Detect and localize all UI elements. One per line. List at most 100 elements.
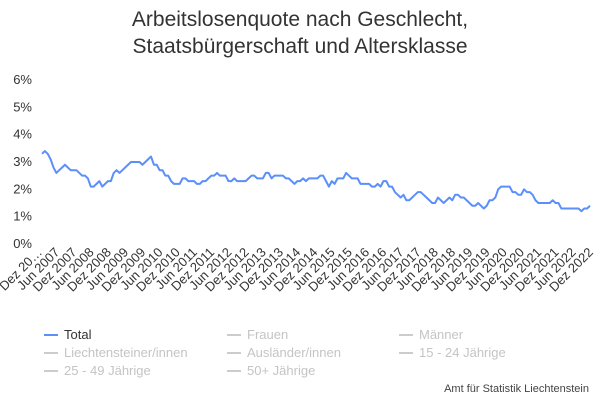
data-point bbox=[293, 183, 295, 185]
data-point bbox=[124, 166, 126, 168]
data-point bbox=[225, 175, 227, 177]
data-point bbox=[563, 207, 565, 209]
data-point bbox=[517, 194, 519, 196]
data-point bbox=[359, 183, 361, 185]
data-point bbox=[259, 177, 261, 179]
data-point bbox=[199, 183, 201, 185]
data-point bbox=[253, 175, 255, 177]
data-point bbox=[411, 197, 413, 199]
data-point bbox=[471, 205, 473, 207]
data-point bbox=[512, 191, 514, 193]
legend-label: 25 - 49 Jährige bbox=[64, 363, 151, 378]
data-point bbox=[107, 180, 109, 182]
data-point bbox=[227, 180, 229, 182]
data-point bbox=[219, 175, 221, 177]
data-point bbox=[121, 169, 123, 171]
chart-title-line-1: Arbeitslosenquote nach Geschlecht, bbox=[131, 8, 469, 31]
data-point bbox=[414, 194, 416, 196]
y-tick-label: 1% bbox=[13, 209, 32, 224]
data-point bbox=[371, 186, 373, 188]
legend-swatch bbox=[44, 351, 58, 354]
data-point bbox=[305, 180, 307, 182]
data-point bbox=[207, 177, 209, 179]
data-point bbox=[61, 166, 63, 168]
data-point bbox=[271, 177, 273, 179]
data-point bbox=[276, 175, 278, 177]
data-point bbox=[176, 183, 178, 185]
data-point bbox=[67, 166, 69, 168]
y-tick-label: 6% bbox=[13, 72, 32, 87]
data-point bbox=[162, 169, 164, 171]
legend-label: 50+ Jährige bbox=[247, 363, 316, 378]
data-point bbox=[248, 177, 250, 179]
data-point bbox=[457, 194, 459, 196]
y-tick-label: 4% bbox=[13, 127, 32, 142]
data-point bbox=[90, 186, 92, 188]
data-point bbox=[532, 194, 534, 196]
data-point bbox=[437, 197, 439, 199]
data-point bbox=[388, 186, 390, 188]
data-point bbox=[348, 175, 350, 177]
data-point bbox=[319, 175, 321, 177]
legend-item[interactable]: Männer bbox=[399, 327, 463, 342]
data-point bbox=[400, 197, 402, 199]
data-point bbox=[575, 207, 577, 209]
data-point bbox=[130, 161, 132, 163]
data-point bbox=[534, 199, 536, 201]
y-tick-label: 5% bbox=[13, 99, 32, 114]
legend-item[interactable]: Ausländer/innen bbox=[227, 345, 341, 360]
data-point bbox=[334, 183, 336, 185]
data-point bbox=[434, 202, 436, 204]
data-point bbox=[50, 158, 52, 160]
chart-title-line-2: Staatsbürgerschaft und Altersklasse bbox=[132, 35, 468, 58]
data-point bbox=[380, 186, 382, 188]
chart-title: Arbeitslosenquote nach Geschlecht, Staat… bbox=[0, 6, 600, 60]
legend-item[interactable]: 25 - 49 Jährige bbox=[44, 363, 151, 378]
data-point bbox=[443, 202, 445, 204]
data-point bbox=[546, 202, 548, 204]
legend-item[interactable]: 15 - 24 Jährige bbox=[399, 345, 506, 360]
data-point bbox=[552, 199, 554, 201]
data-point bbox=[549, 202, 551, 204]
data-point bbox=[291, 180, 293, 182]
data-point bbox=[159, 169, 161, 171]
data-point bbox=[81, 175, 83, 177]
data-point bbox=[339, 177, 341, 179]
legend-item[interactable]: 50+ Jährige bbox=[227, 363, 315, 378]
data-point bbox=[345, 172, 347, 174]
legend-swatch bbox=[227, 351, 241, 354]
legend-item[interactable]: Total bbox=[44, 327, 91, 342]
legend-item[interactable]: Frauen bbox=[227, 327, 288, 342]
data-point bbox=[446, 199, 448, 201]
legend-label: Ausländer/innen bbox=[247, 345, 341, 360]
data-point bbox=[268, 172, 270, 174]
data-point bbox=[302, 177, 304, 179]
data-point bbox=[139, 161, 141, 163]
data-point bbox=[491, 199, 493, 201]
data-point bbox=[560, 207, 562, 209]
data-point bbox=[64, 164, 66, 166]
legend-item[interactable]: Liechtensteiner/innen bbox=[44, 345, 188, 360]
data-point bbox=[187, 180, 189, 182]
data-point bbox=[526, 191, 528, 193]
data-point bbox=[489, 199, 491, 201]
data-point bbox=[543, 202, 545, 204]
data-point bbox=[523, 188, 525, 190]
data-point bbox=[382, 180, 384, 182]
data-point bbox=[351, 177, 353, 179]
data-point bbox=[193, 180, 195, 182]
y-tick-label: 0% bbox=[13, 236, 32, 251]
data-point bbox=[325, 180, 327, 182]
data-point bbox=[245, 180, 247, 182]
data-point bbox=[233, 177, 235, 179]
data-point bbox=[127, 164, 129, 166]
data-point bbox=[428, 199, 430, 201]
data-point bbox=[78, 172, 80, 174]
data-point bbox=[239, 180, 241, 182]
legend-swatch bbox=[44, 369, 58, 372]
data-point bbox=[405, 199, 407, 201]
data-point bbox=[337, 177, 339, 179]
data-point bbox=[583, 207, 585, 209]
data-point bbox=[213, 175, 215, 177]
data-point bbox=[314, 177, 316, 179]
